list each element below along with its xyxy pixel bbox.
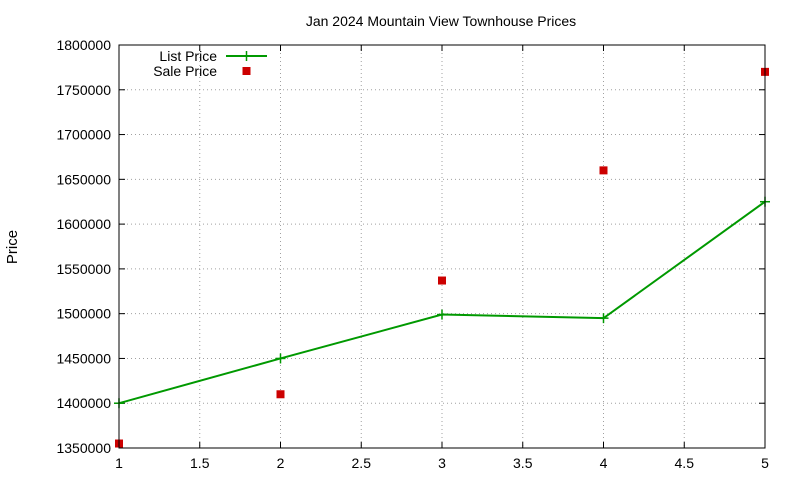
legend-sample-marker-list-price bbox=[241, 51, 252, 61]
x-tick-label: 1 bbox=[115, 455, 123, 471]
list-price-point bbox=[275, 353, 286, 364]
sale-price-point bbox=[599, 166, 608, 175]
legend-label-sale-price: Sale Price bbox=[153, 63, 217, 79]
x-tick-label: 3 bbox=[438, 455, 446, 471]
sale-price-point bbox=[438, 276, 446, 285]
y-tick-label: 1400000 bbox=[56, 395, 111, 411]
x-tick-label: 2.5 bbox=[352, 455, 372, 471]
list-price-point bbox=[437, 309, 447, 320]
y-axis-title: Price bbox=[4, 230, 21, 264]
y-tick-label: 1450000 bbox=[56, 350, 111, 366]
x-tick-label: 4.5 bbox=[675, 455, 695, 471]
y-tick-label: 1700000 bbox=[56, 127, 111, 143]
x-tick-label: 2 bbox=[277, 455, 285, 471]
plot-frame bbox=[118, 44, 766, 449]
x-tick-label: 1.5 bbox=[190, 455, 210, 471]
grid bbox=[119, 45, 765, 448]
list-price-line bbox=[118, 200, 766, 405]
tick-labels: 1 1.5 2 2.5 3 3.5 4 4.5 5 1350000 1400000 1450000 15… bbox=[56, 37, 769, 471]
chart-title: Jan 2024 Mountain View Townhouse Prices bbox=[306, 13, 576, 29]
x-tick-label: 5 bbox=[761, 455, 769, 471]
y-tick-label: 1750000 bbox=[56, 82, 111, 98]
x-tick-label: 4 bbox=[600, 455, 608, 471]
x-tick-label: 3.5 bbox=[513, 455, 533, 471]
y-tick-label: 1600000 bbox=[56, 216, 111, 232]
list-price-point bbox=[598, 313, 609, 324]
sale-price-point bbox=[276, 390, 285, 399]
y-tick-label: 1650000 bbox=[56, 171, 111, 187]
y-tick-label: 1500000 bbox=[56, 306, 111, 322]
y-tick-label: 1350000 bbox=[56, 440, 111, 456]
legend-sample-marker-sale-price bbox=[242, 67, 251, 75]
y-tick-label: 1800000 bbox=[56, 37, 111, 53]
legend-label-list-price: List Price bbox=[159, 48, 217, 64]
y-tick-label: 1550000 bbox=[56, 261, 111, 277]
